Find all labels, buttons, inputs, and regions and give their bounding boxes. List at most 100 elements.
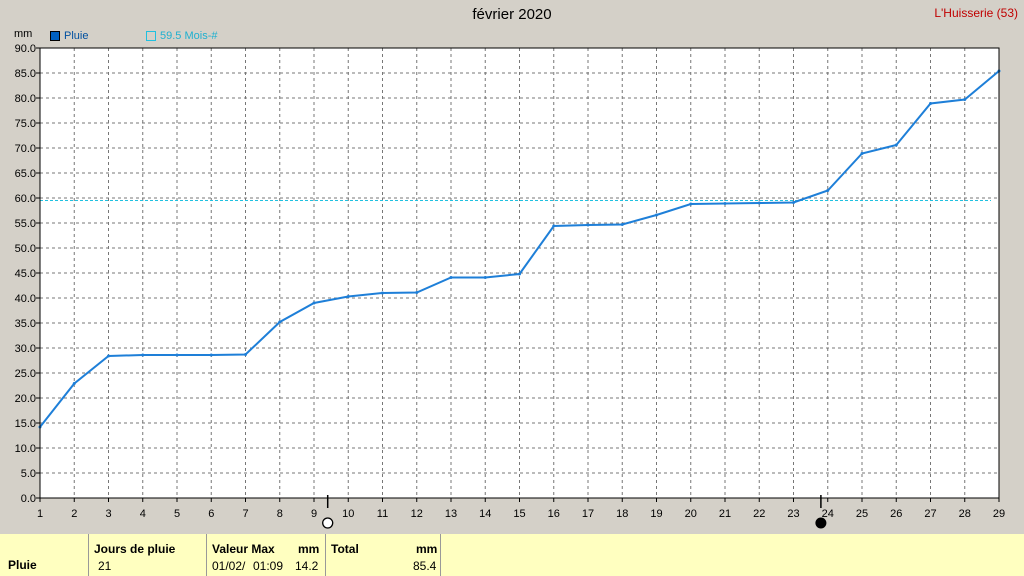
x-tick-label: 29: [993, 508, 1005, 520]
total-unit-header: mm: [416, 542, 438, 556]
x-tick-label: 26: [890, 508, 902, 520]
max-value-header: Valeur Max: [212, 542, 275, 556]
summary-row-label: Pluie: [8, 558, 37, 572]
data-point: [209, 353, 213, 357]
grid: [40, 48, 999, 498]
x-tick-label: 3: [105, 508, 111, 520]
x-tick-label: 12: [411, 508, 423, 520]
summary-bar: Pluie Jours de pluie 21 Valeur Max mm 01…: [0, 534, 1024, 576]
new-moon-icon: [815, 517, 827, 529]
data-point: [689, 202, 693, 206]
x-tick-label: 14: [479, 508, 491, 520]
plot-frame: [39, 47, 1000, 499]
x-tick-label: 27: [924, 508, 936, 520]
data-point: [655, 213, 658, 217]
axes: [36, 47, 1000, 502]
y-tick-label: 85.0: [15, 68, 36, 80]
x-tick-label: 11: [377, 508, 388, 520]
data-point: [518, 272, 521, 276]
legend-swatch-pluie: [50, 31, 60, 41]
legend-label-reference: 59.5 Mois-#: [160, 30, 218, 42]
rain-days-header: Jours de pluie: [94, 542, 176, 556]
data-point: [723, 202, 727, 205]
data-point: [346, 295, 350, 298]
x-tick-label: 8: [277, 508, 283, 520]
legend-swatch-reference: [146, 31, 156, 41]
station-location: L'Huisserie (53): [934, 6, 1018, 20]
x-tick-label: 16: [548, 508, 560, 520]
max-unit-header: mm: [298, 542, 320, 556]
data-point: [792, 201, 795, 204]
x-tick-label: 13: [445, 508, 457, 520]
data-point: [107, 354, 110, 358]
data-point: [141, 353, 145, 357]
y-tick-label: 75.0: [15, 118, 36, 130]
y-tick-label: 40.0: [15, 293, 36, 305]
max-date: 01/02/: [212, 559, 246, 573]
x-tick-label: 21: [719, 508, 731, 520]
y-tick-label: 90.0: [15, 43, 36, 55]
series-group: [38, 69, 1001, 429]
data-point: [894, 143, 898, 147]
x-tick-label: 23: [787, 508, 799, 520]
data-point: [552, 224, 556, 228]
rain-chart: 0.0 5.0 10.0 15.0 20.0 25.0 30.0 35.0 40.0 45.0 50…: [15, 43, 1005, 529]
x-tick-label: 24: [822, 508, 834, 520]
data-point: [757, 201, 761, 205]
rain-days-value: 21: [98, 559, 112, 573]
y-tick-label: 35.0: [15, 318, 36, 330]
legend-item-pluie: Pluie: [50, 30, 88, 42]
y-tick-label: 45.0: [15, 268, 36, 280]
full-moon-icon: [322, 517, 334, 529]
x-tick-label: 1: [37, 508, 43, 520]
x-tick-label: 10: [342, 508, 354, 520]
x-tick-labels: 1 2 3 4 5 6 7 8 9 10 11 12 13 14 15 16 17 18 19 20 21 22 23 24 2…: [37, 508, 1005, 520]
x-tick-label: 6: [208, 508, 214, 520]
x-tick-label: 9: [311, 508, 317, 520]
data-point: [860, 152, 864, 155]
y-tick-labels: 0.0 5.0 10.0 15.0 20.0 25.0 30.0 35.0 40.0 45.0 50…: [15, 43, 36, 505]
y-tick-label: 0.0: [21, 493, 36, 505]
data-point: [826, 189, 830, 192]
y-tick-label: 25.0: [15, 368, 36, 380]
max-time: 01:09: [253, 559, 284, 573]
data-point: [929, 102, 932, 105]
data-point: [963, 98, 967, 101]
y-tick-label: 60.0: [15, 193, 36, 205]
data-point: [586, 223, 590, 227]
y-tick-label: 50.0: [15, 243, 36, 255]
x-tick-label: 17: [582, 508, 594, 520]
data-point: [175, 353, 179, 357]
y-tick-label: 65.0: [15, 168, 36, 180]
chart-title: février 2020: [472, 6, 552, 23]
data-point: [483, 276, 487, 279]
x-tick-label: 5: [174, 508, 180, 520]
legend-item-reference: 59.5 Mois-#: [146, 30, 217, 42]
y-tick-label: 70.0: [15, 143, 36, 155]
y-tick-label: 20.0: [15, 393, 36, 405]
y-tick-label: 5.0: [21, 468, 36, 480]
x-tick-label: 25: [856, 508, 868, 520]
y-tick-label: 15.0: [15, 418, 36, 430]
x-tick-label: 7: [242, 508, 248, 520]
data-point: [72, 382, 76, 385]
y-tick-label: 55.0: [15, 218, 36, 230]
x-tick-label: 28: [959, 508, 971, 520]
total-header: Total: [331, 542, 359, 556]
x-tick-label: 2: [71, 508, 77, 520]
data-point: [381, 291, 384, 295]
data-point: [449, 276, 453, 279]
y-tick-label: 10.0: [15, 443, 36, 455]
x-tick-label: 18: [616, 508, 628, 520]
data-point: [278, 320, 282, 324]
max-value: 14.2: [295, 559, 319, 573]
x-tick-label: 20: [685, 508, 697, 520]
y-tick-label: 80.0: [15, 93, 36, 105]
x-tick-label: 19: [650, 508, 662, 520]
y-axis-unit: mm: [14, 28, 33, 40]
data-point: [415, 291, 419, 294]
data-point: [620, 223, 624, 226]
moon-phases: [322, 495, 827, 529]
total-value: 85.4: [413, 559, 437, 573]
legend-label-pluie: Pluie: [64, 30, 89, 42]
